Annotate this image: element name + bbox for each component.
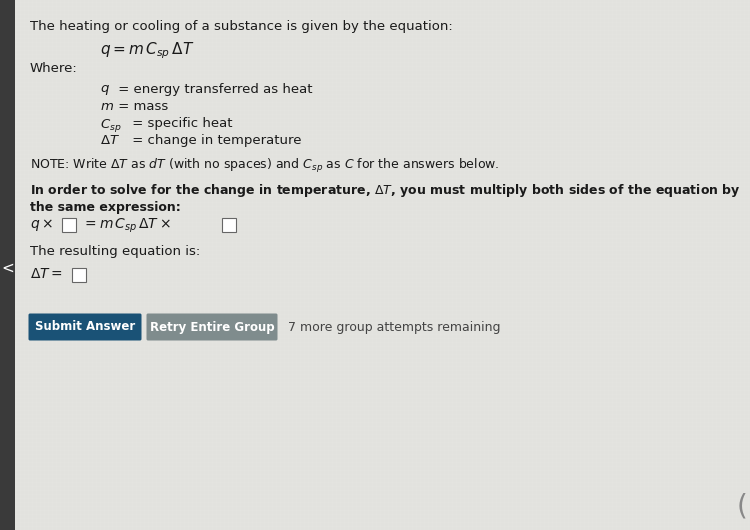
Text: = change in temperature: = change in temperature	[128, 134, 302, 147]
Text: (: (	[736, 492, 747, 520]
Text: NOTE: Write $\Delta T$ as $dT$ (with no spaces) and $C_{sp}$ as $C$ for the answ: NOTE: Write $\Delta T$ as $dT$ (with no …	[30, 157, 500, 175]
Text: Submit Answer: Submit Answer	[34, 321, 135, 333]
FancyBboxPatch shape	[28, 314, 142, 340]
Text: The heating or cooling of a substance is given by the equation:: The heating or cooling of a substance is…	[30, 20, 453, 33]
Text: $m$: $m$	[100, 100, 114, 113]
Bar	[72, 268, 86, 282]
Text: $\Delta T$: $\Delta T$	[100, 134, 120, 147]
Text: $q$: $q$	[100, 83, 110, 97]
Text: Retry Entire Group: Retry Entire Group	[150, 321, 274, 333]
Text: $= m\,C_{sp}\,\Delta T \times$: $= m\,C_{sp}\,\Delta T \times$	[82, 217, 171, 235]
Text: The resulting equation is:: The resulting equation is:	[30, 245, 200, 258]
Bar	[222, 218, 236, 232]
Bar	[0, 0, 15, 530]
Text: = specific heat: = specific heat	[128, 117, 232, 130]
Text: = mass: = mass	[114, 100, 168, 113]
Text: $q \times$: $q \times$	[30, 217, 53, 233]
Text: In order to solve for the change in temperature, $\Delta T$, you must multiply b: In order to solve for the change in temp…	[30, 182, 741, 214]
Text: Where:: Where:	[30, 62, 78, 75]
Bar	[62, 218, 76, 232]
Text: <: <	[2, 261, 14, 276]
Text: $\Delta T =$: $\Delta T =$	[30, 267, 63, 281]
Text: $C_{sp}$: $C_{sp}$	[100, 117, 122, 134]
Text: = energy transferred as heat: = energy transferred as heat	[114, 83, 313, 96]
FancyBboxPatch shape	[146, 314, 278, 340]
Text: 7 more group attempts remaining: 7 more group attempts remaining	[288, 321, 500, 333]
Text: $q = m\,C_{sp}\,\Delta T$: $q = m\,C_{sp}\,\Delta T$	[100, 40, 194, 60]
